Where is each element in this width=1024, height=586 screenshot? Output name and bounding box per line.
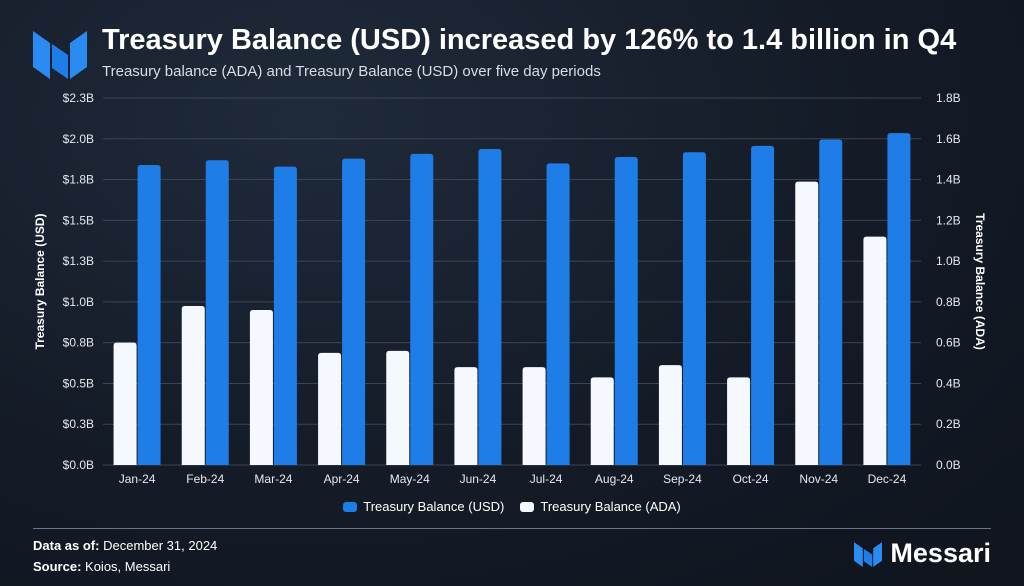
bar-usd xyxy=(478,149,502,466)
bar-usd xyxy=(614,157,638,465)
y-tick-label-right: 0.4B xyxy=(936,376,961,390)
bar-ada xyxy=(454,367,478,465)
bar-usd xyxy=(342,158,366,466)
bar-usd xyxy=(819,139,843,466)
bar-ada xyxy=(522,367,546,465)
bar-ada xyxy=(863,236,887,465)
legend-swatch-ada xyxy=(520,501,535,512)
y-tick-label-left: $2.3B xyxy=(63,91,94,105)
legend-item-usd: Treasury Balance (USD) xyxy=(343,499,504,514)
y-tick-label-left: $0.0B xyxy=(63,458,94,472)
x-tick-label: Apr-24 xyxy=(324,472,360,486)
x-tick-label: Sep-24 xyxy=(663,472,702,486)
chart-subtitle: Treasury balance (ADA) and Treasury Bala… xyxy=(102,63,601,80)
bar-ada xyxy=(113,342,137,465)
bar-usd xyxy=(751,145,775,465)
y-tick-label-left: $2.0B xyxy=(63,132,94,146)
x-tick-label: Nov-24 xyxy=(799,472,838,486)
x-tick-label: Jun-24 xyxy=(460,472,497,486)
brand: Messari xyxy=(854,538,991,569)
bar-usd xyxy=(137,165,161,465)
footer-divider xyxy=(33,528,991,529)
y-tick-label-left: $0.3B xyxy=(63,417,94,431)
bar-ada xyxy=(181,305,205,465)
data-as-of: Data as of: December 31, 2024 xyxy=(33,538,217,553)
y-tick-label-right: 1.2B xyxy=(936,213,961,227)
legend-label-usd: Treasury Balance (USD) xyxy=(363,499,505,514)
y-tick-label-left: $1.3B xyxy=(63,254,94,268)
bar-ada xyxy=(590,377,614,465)
data-as-of-value: December 31, 2024 xyxy=(103,538,218,553)
y-tick-label-right: 1.8B xyxy=(936,91,961,105)
source-label: Source: xyxy=(33,559,82,574)
source-line: Source: Koios, Messari xyxy=(33,559,170,574)
bar-usd xyxy=(205,160,229,465)
bar-ada xyxy=(386,350,410,465)
y-axis-title-right: Treasury Balance (ADA) xyxy=(973,213,987,350)
bar-ada xyxy=(727,377,751,465)
bar-chart: $0.0B 0.0B $0.3B 0.2B $0.5B 0.4B $0.8B 0.6B $1.0… xyxy=(33,91,987,486)
bar-ada xyxy=(318,352,342,465)
legend-label-ada: Treasury Balance (ADA) xyxy=(540,499,681,514)
bar-usd xyxy=(887,133,911,465)
legend-swatch-usd xyxy=(343,501,358,512)
x-tick-label: Feb-24 xyxy=(186,472,224,486)
y-tick-label-left: $1.0B xyxy=(63,295,94,309)
x-tick-label: Mar-24 xyxy=(254,472,292,486)
legend-item-ada: Treasury Balance (ADA) xyxy=(520,499,681,514)
bar-usd xyxy=(682,152,706,465)
data-as-of-label: Data as of: xyxy=(33,538,100,553)
y-tick-label-left: $1.8B xyxy=(63,173,94,187)
messari-brand-icon xyxy=(854,542,883,567)
y-tick-label-left: $0.5B xyxy=(63,376,94,390)
bar-ada xyxy=(658,365,682,465)
y-tick-label-left: $1.5B xyxy=(63,213,94,227)
y-tick-label-right: 0.6B xyxy=(936,336,961,350)
y-axis-title-left: Treasury Balance (USD) xyxy=(33,213,47,349)
y-tick-label-right: 1.0B xyxy=(936,254,961,268)
bar-ada xyxy=(795,181,819,465)
bar-usd xyxy=(410,153,434,465)
x-tick-label: Aug-24 xyxy=(595,472,634,486)
y-tick-label-right: 0.8B xyxy=(936,295,961,309)
y-tick-label-right: 1.4B xyxy=(936,173,961,187)
brand-name: Messari xyxy=(890,538,991,568)
y-tick-label-left: $0.8B xyxy=(63,336,94,350)
bar-ada xyxy=(249,310,273,465)
y-tick-label-right: 1.6B xyxy=(936,132,961,146)
x-tick-label: Jan-24 xyxy=(119,472,156,486)
x-tick-label: Dec-24 xyxy=(868,472,907,486)
chart-title: Treasury Balance (USD) increased by 126%… xyxy=(102,24,957,56)
x-tick-label: Oct-24 xyxy=(733,472,769,486)
messari-logo-icon xyxy=(33,31,87,79)
x-tick-label: Jul-24 xyxy=(530,472,563,486)
y-tick-label-right: 0.2B xyxy=(936,417,961,431)
chart-legend: Treasury Balance (USD) Treasury Balance … xyxy=(0,499,1024,514)
y-tick-label-right: 0.0B xyxy=(936,458,961,472)
bar-usd xyxy=(546,163,570,465)
x-tick-label: May-24 xyxy=(390,472,430,486)
bar-usd xyxy=(273,166,297,465)
source-value: Koios, Messari xyxy=(85,559,171,574)
